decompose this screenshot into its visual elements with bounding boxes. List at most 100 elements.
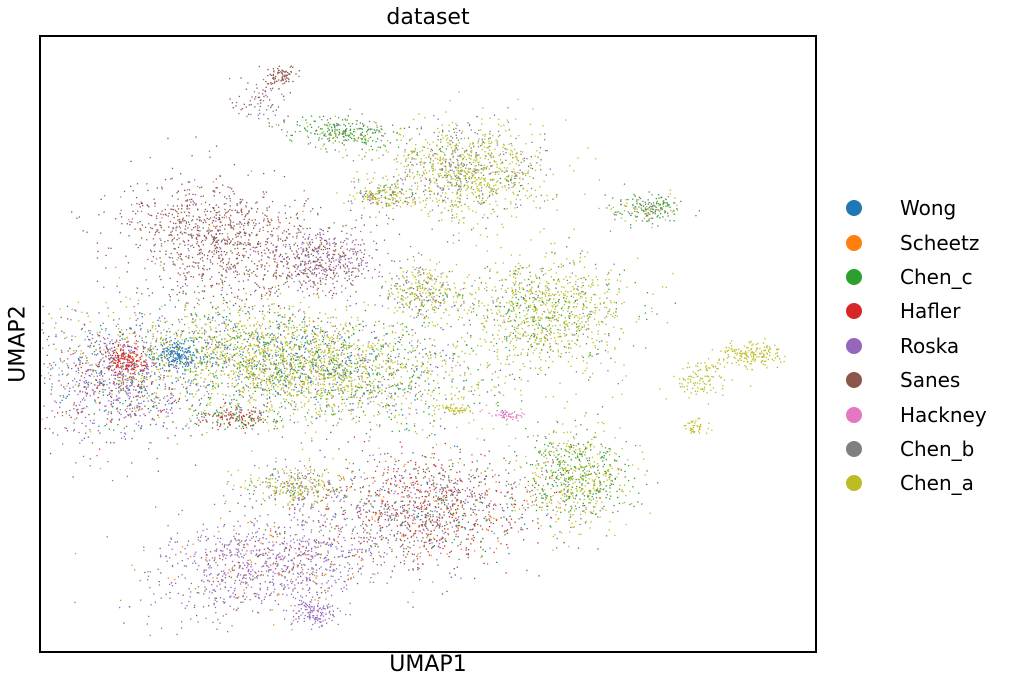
point-roska (156, 366, 158, 368)
point-chen-a (277, 311, 279, 314)
point-sanes (212, 256, 214, 258)
point-chen-c (394, 343, 397, 345)
point-chen-a (216, 369, 218, 372)
point-roska (129, 361, 132, 364)
point-hafler (121, 358, 124, 360)
point-chen-a (313, 359, 315, 361)
point-roska (141, 293, 143, 295)
point-hafler (117, 374, 119, 376)
point-sanes (132, 190, 134, 192)
point-roska (91, 337, 94, 340)
point-wong (96, 340, 98, 342)
point-roska (119, 385, 122, 387)
point-wong (396, 370, 398, 372)
point-sanes (221, 224, 223, 227)
point-chen-a (247, 378, 250, 381)
point-roska (51, 410, 53, 412)
point-chen-a (478, 381, 480, 384)
point-chen-a (253, 386, 255, 389)
point-sanes (153, 250, 156, 253)
point-sanes (236, 244, 238, 246)
point-sanes (201, 239, 204, 242)
point-chen-b (268, 378, 271, 380)
point-hafler (114, 349, 116, 352)
point-chen-a (357, 319, 359, 321)
point-hafler (110, 395, 112, 398)
point-chen-c (402, 334, 404, 336)
point-wong (119, 331, 122, 333)
point-wong (338, 410, 340, 412)
point-chen-a (271, 337, 273, 339)
point-chen-a (166, 375, 168, 377)
point-wong (164, 304, 166, 306)
point-chen-c (125, 352, 127, 354)
point-chen-a (158, 416, 160, 419)
point-chen-c (131, 462, 133, 464)
point-wong (295, 386, 297, 389)
point-wong (173, 347, 176, 349)
point-chen-a (254, 365, 257, 367)
point-roska (137, 424, 140, 427)
point-roska (256, 268, 259, 270)
point-chen-a (378, 340, 380, 342)
point-sanes (106, 418, 109, 420)
point-chen-a (334, 413, 336, 415)
point-chen-a (262, 379, 264, 381)
point-sanes (259, 286, 261, 289)
point-chen-c (372, 373, 374, 375)
point-sanes (138, 373, 140, 376)
point-chen-a (337, 340, 339, 342)
point-roska (185, 364, 187, 366)
point-roska (251, 362, 253, 364)
point-chen-a (270, 361, 272, 363)
point-hafler (85, 362, 87, 364)
point-roska (227, 324, 229, 326)
point-chen-c (344, 367, 346, 369)
point-chen-c (278, 370, 280, 372)
point-hafler (70, 416, 72, 418)
point-chen-a (297, 394, 300, 396)
point-roska (150, 375, 152, 377)
point-chen-c (182, 363, 185, 365)
point-chen-a (277, 350, 280, 352)
point-chen-c (315, 340, 317, 343)
point-roska (99, 347, 101, 350)
point-chen-a (318, 339, 320, 341)
point-sanes (290, 216, 292, 219)
point-sanes (125, 366, 127, 368)
point-wong (273, 362, 275, 365)
point-chen-a (376, 348, 378, 350)
point-sanes (221, 280, 223, 282)
point-chen-c (314, 403, 316, 406)
point-chen-a (186, 423, 188, 425)
point-chen-a (317, 366, 319, 368)
point-chen-c (262, 310, 264, 312)
point-wong (191, 359, 193, 361)
point-hafler (120, 389, 122, 391)
point-sanes (199, 187, 201, 189)
point-chen-a (264, 372, 266, 375)
point-wong (183, 343, 185, 345)
point-chen-b (424, 403, 427, 405)
point-sanes (197, 262, 199, 264)
point-chen-a (397, 387, 399, 389)
point-chen-a (435, 354, 437, 356)
point-roska (98, 384, 101, 386)
point-wong (290, 367, 293, 370)
point-chen-c (195, 374, 197, 376)
point-wong (174, 306, 176, 308)
point-wong (130, 327, 132, 330)
point-roska (294, 354, 296, 357)
point-chen-a (289, 380, 291, 382)
point-sanes (223, 251, 225, 253)
point-chen-a (90, 330, 92, 332)
point-roska (145, 390, 147, 392)
point-wong (212, 316, 214, 318)
point-wong (377, 386, 379, 388)
point-chen-a (349, 372, 351, 374)
point-roska (99, 346, 101, 349)
point-roska (376, 395, 378, 397)
point-sanes (131, 352, 133, 354)
point-sanes (185, 278, 187, 280)
point-sanes (113, 381, 115, 383)
